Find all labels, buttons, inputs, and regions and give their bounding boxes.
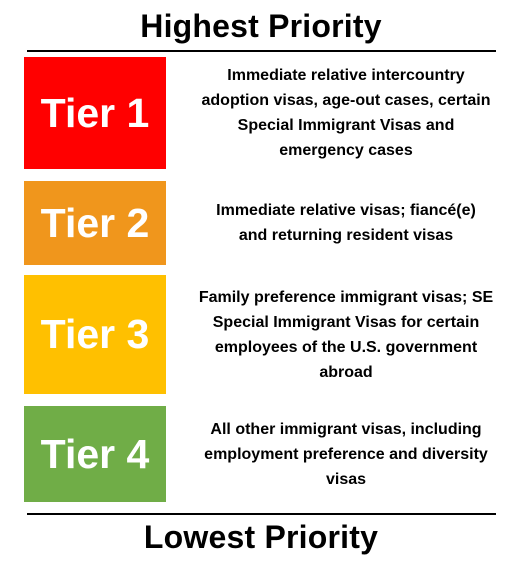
tier-3-label: Tier 3 [40, 311, 150, 357]
tier-2-description-text: Immediate relative visas; fiancé(e) and … [216, 202, 476, 244]
tier-1-box: Tier 1 [24, 57, 166, 169]
tier-4-description-text: All other immigrant visas, including emp… [204, 420, 488, 488]
tier-4-label: Tier 4 [40, 430, 150, 477]
tier-3-description-text: Family preference immigrant visas; SE Sp… [198, 288, 494, 381]
tier-1-description-text: Immediate relative intercountry adoption… [201, 67, 491, 159]
tier-1-description: Immediate relative intercountry adoption… [190, 57, 502, 169]
tier-2-box: Tier 2 [24, 181, 166, 265]
bottom-divider [27, 513, 496, 515]
tier-1-label: Tier 1 [40, 89, 150, 136]
highest-priority-heading: Highest Priority [140, 8, 382, 44]
tier-2-description: Immediate relative visas; fiancé(e) and … [190, 181, 502, 265]
tier-3-description: Family preference immigrant visas; SE Sp… [190, 275, 502, 394]
tier-4-description: All other immigrant visas, including emp… [190, 406, 502, 502]
tier-2-label: Tier 2 [40, 199, 150, 246]
lowest-priority-heading: Lowest Priority [143, 519, 379, 555]
tier-3-box: Tier 3 [24, 275, 166, 394]
tier-4-box: Tier 4 [24, 406, 166, 502]
top-divider [27, 50, 496, 52]
